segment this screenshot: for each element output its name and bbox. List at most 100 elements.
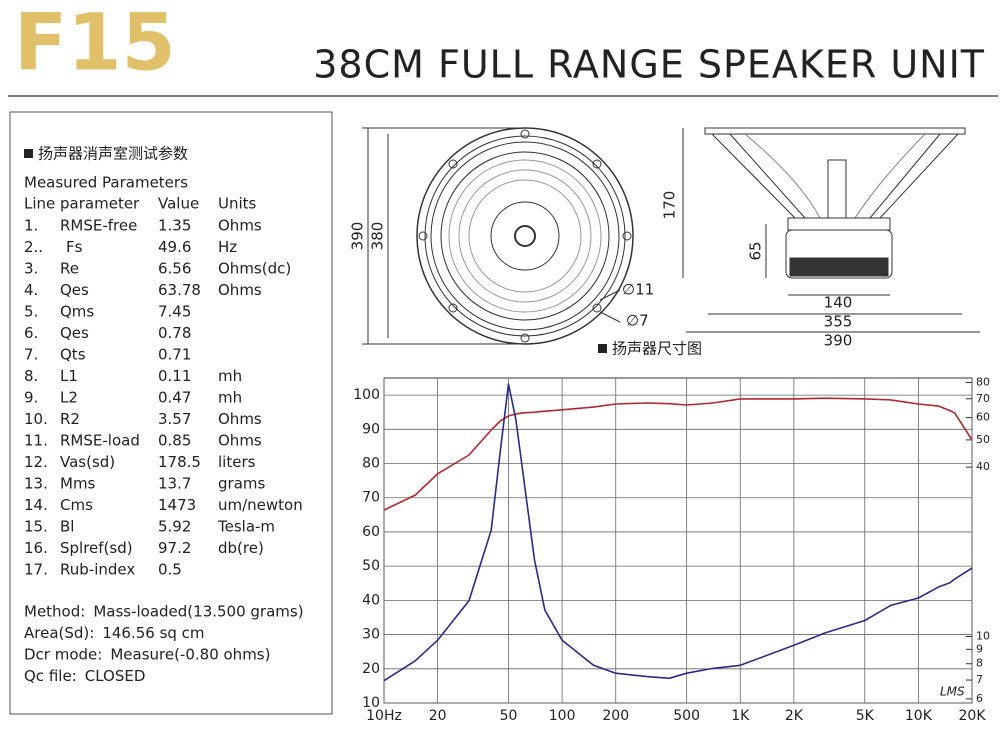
param-value: 13.7 [158,475,191,493]
param-name: Rub-index [60,561,135,579]
y2-tick-label: 40 [976,460,990,473]
params-rows: 1. RMSE-free 1.35 Ohms 2.. Fs 49.6 Hz 3. Re 6.56 Oh… [24,217,303,579]
param-name: Cms [60,496,93,514]
param-name: RMSE-load [60,432,140,450]
note-value: CLOSED [85,667,146,685]
row-number: 5. [24,303,38,321]
param-value: 6.56 [158,260,191,278]
param-value: 178.5 [158,453,201,471]
note-label: Method: [24,603,85,621]
y-tick-label: 100 [353,387,380,403]
row-number: 12. [24,453,48,471]
param-unit: Tesla-m [217,518,275,536]
param-name: Bl [60,518,74,536]
param-name: Qms [60,303,94,321]
param-value: 0.5 [158,561,182,579]
param-value: 0.47 [158,389,191,407]
bullet [598,344,607,353]
param-value: 1473 [158,496,196,514]
param-unit: um/newton [218,496,303,514]
params-title: 扬声器消声室测试参数 [38,145,188,163]
note-label: Qc file: [24,667,77,685]
param-name: Qes [60,281,89,299]
column-header: Value [158,195,199,213]
side-view [682,127,980,333]
dimension: 355 [824,313,853,331]
param-name: L1 [60,367,78,385]
param-value: 3.57 [158,410,191,428]
y-tick-label: 40 [362,592,380,608]
dimension: ∅7 [626,312,649,330]
dimension: 390 [824,332,853,350]
y-tick-label: 20 [362,661,380,677]
row-number: 13. [24,475,48,493]
note-label: Area(Sd): [24,624,94,642]
row-number: 2.. [24,238,43,256]
y2-tick-label: 10 [976,629,990,642]
param-value: 0.71 [158,346,191,364]
x-tick-label: 20K [959,708,987,724]
y2-tick-label: 8 [976,657,983,670]
param-unit: mh [218,389,242,407]
dimension: 380 [369,222,387,251]
param-name: Vas(sd) [60,453,115,471]
param-unit: Ohms(dc) [218,260,291,278]
dimension: 390 [349,222,367,251]
param-value: 97.2 [158,539,191,557]
param-value: 1.35 [158,217,191,235]
param-name: RMSE-free [60,217,137,235]
y2-tick-label: 70 [976,392,990,405]
row-number: 3. [24,260,38,278]
x-tick-label: 500 [673,708,700,724]
param-value: 0.85 [158,432,191,450]
row-number: 1. [24,217,38,235]
param-value: 0.78 [158,324,191,342]
row-number: 15. [24,518,48,536]
row-number: 6. [24,324,38,342]
row-number: 9. [24,389,38,407]
front-view [362,127,634,345]
y-tick-label: 60 [362,524,380,540]
param-unit: liters [218,453,256,471]
y2-tick-label: 50 [976,433,990,446]
y-tick-label: 30 [362,627,380,643]
row-number: 8. [24,367,38,385]
row-number: 11. [24,432,48,450]
y-tick-label: 10 [362,695,380,711]
x-tick-label: 10Hz [366,708,402,724]
title: 38CM FULL RANGE SPEAKER UNIT [313,43,985,87]
param-value: 7.45 [158,303,191,321]
x-tick-label: 50 [500,708,518,724]
drawing-caption: 扬声器尺寸图 [612,340,702,358]
row-number: 7. [24,346,38,364]
row-number: 16. [24,539,48,557]
x-tick-label: 20 [429,708,447,724]
param-unit: Ohms [218,432,262,450]
x-tick-label: 5K [856,708,875,724]
row-number: 10. [24,410,48,428]
param-name: Splref(sd) [60,539,133,557]
dimension: ∅11 [622,281,654,299]
x-tick-label: 2K [785,708,804,724]
param-name: Qts [60,346,86,364]
bullet [24,149,33,158]
y-tick-label: 50 [362,558,380,574]
param-unit: db(re) [218,539,264,557]
y-tick-label: 70 [362,490,380,506]
param-value: 0.11 [158,367,191,385]
param-unit: Hz [218,238,237,256]
y-tick-label: 80 [362,456,380,472]
y2-tick-label: 80 [976,375,990,388]
dimension: 170 [661,191,679,220]
y2-tick-label: 9 [976,642,983,655]
params-subtitle: Measured Parameters [24,174,188,192]
y2-tick-label: 6 [976,692,983,705]
chart: 10Hz 20 50 100 200 500 1K 2K 5K 10K 20K 10 20 30 40 50 6… [353,375,990,724]
param-name: L2 [60,389,78,407]
param-value: 49.6 [158,238,191,256]
plot-area [383,377,973,704]
y-tick-label: 90 [362,421,380,437]
note-value: Measure(-0.80 ohms) [110,646,270,664]
param-name: Qes [60,324,89,342]
